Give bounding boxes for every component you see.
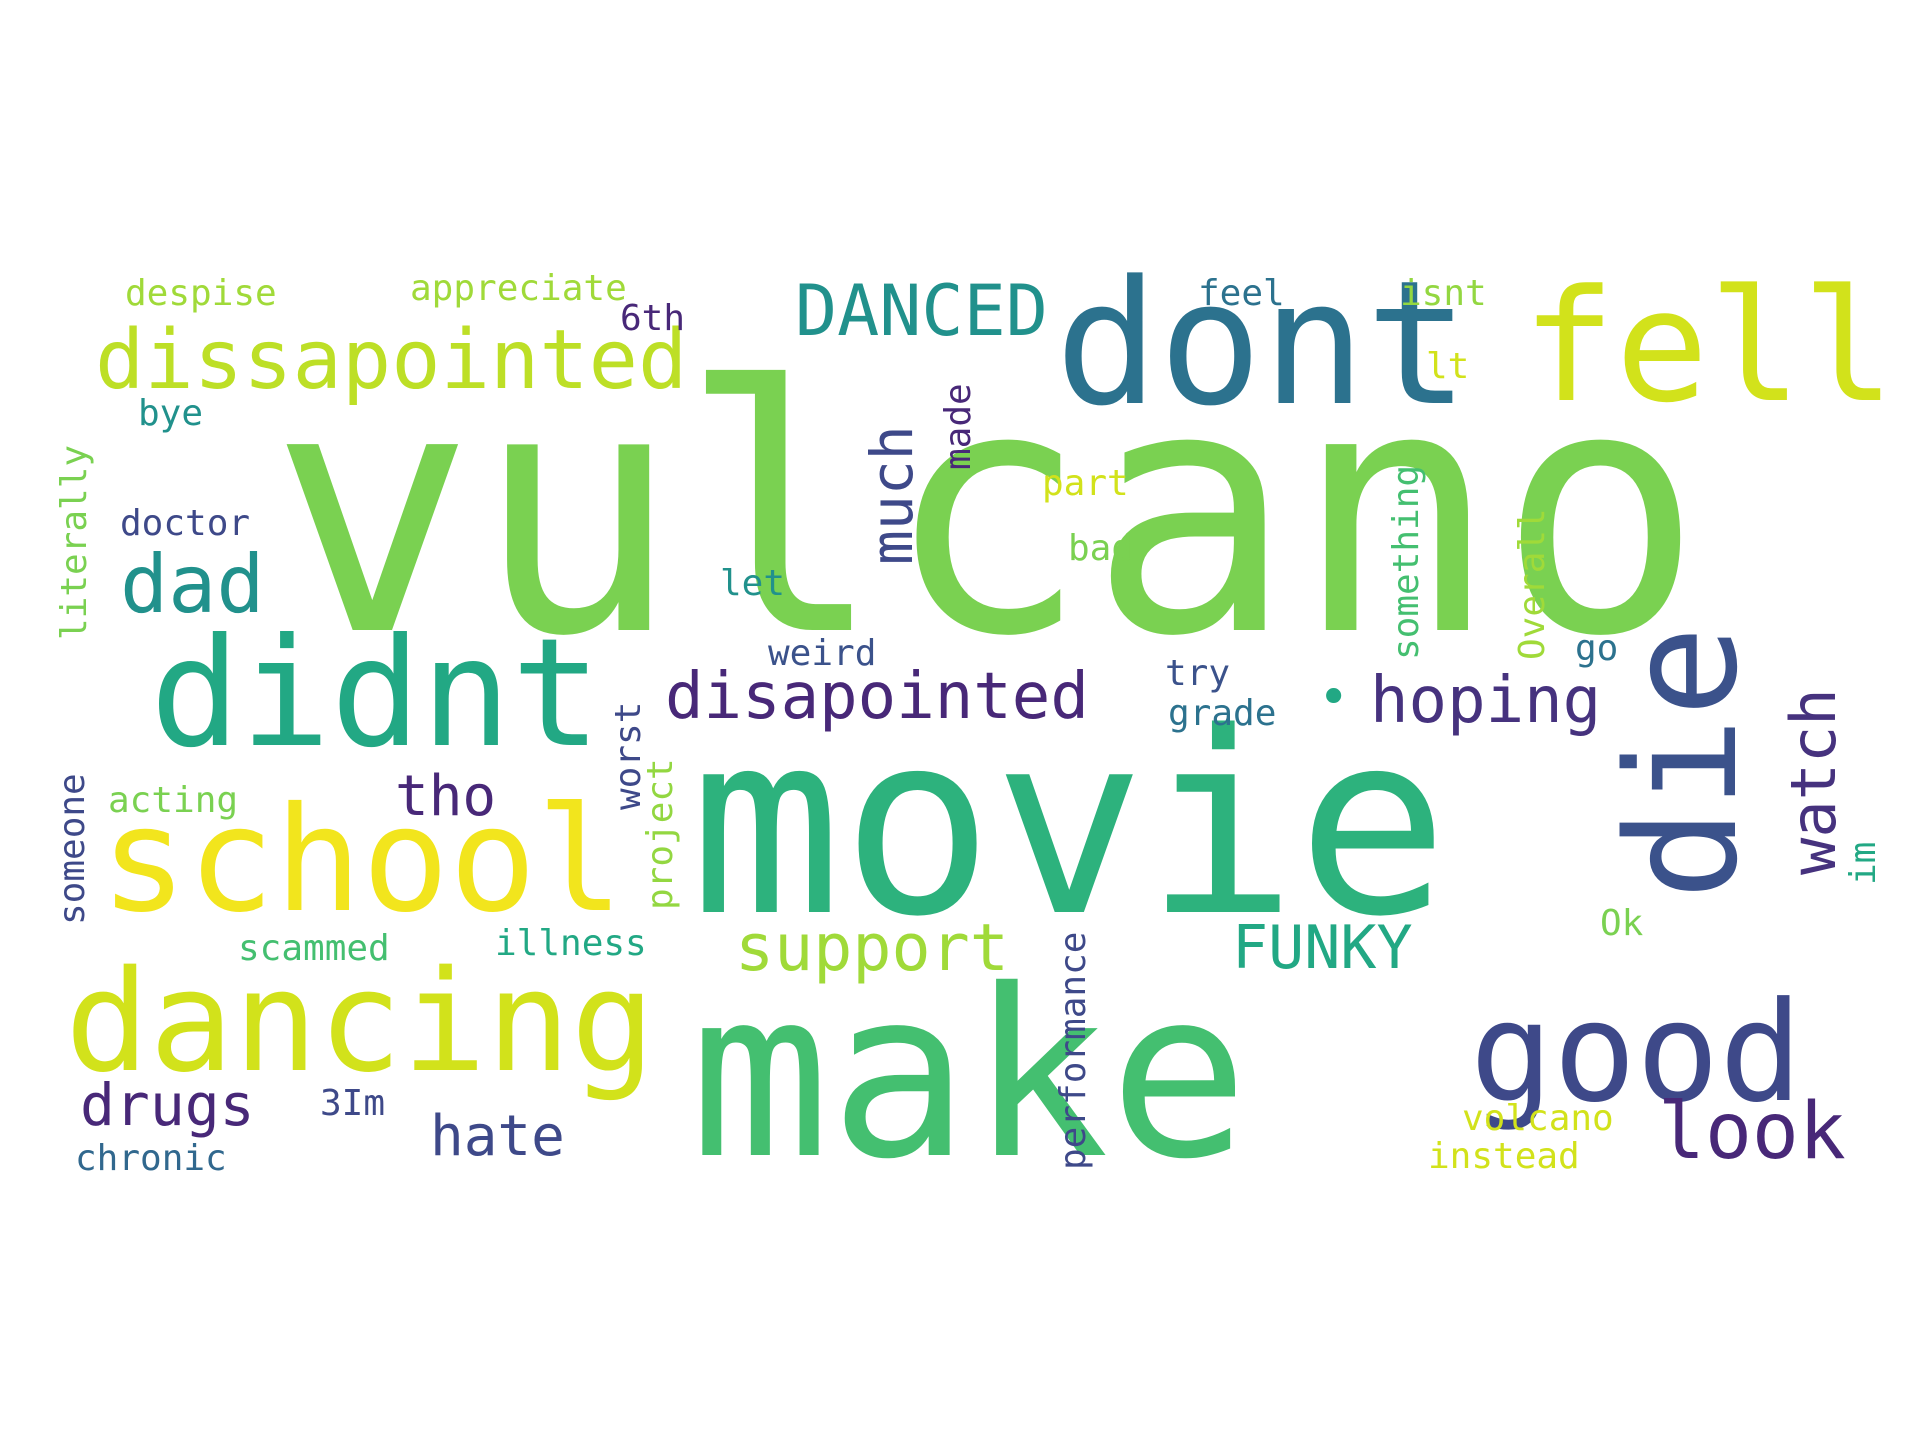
word-appreciate: appreciate [410,268,627,309]
word-chronic: chronic [75,1138,227,1179]
word-school: school [100,776,624,945]
word-dad: dad [120,538,265,631]
word-support: support [735,911,1009,986]
word-part: part [1042,463,1129,504]
word-acting: acting [108,780,238,821]
word-worst: worst [608,702,649,810]
word-bullet: • [1318,668,1349,728]
word-grade: grade [1168,693,1276,734]
word-watch: watch [1777,688,1850,875]
word-im: im [1843,842,1884,885]
word-lt: lt [1426,346,1469,387]
word-despise: despise [125,273,277,314]
word-movie: movie [690,679,1449,972]
word-die: die [1594,625,1771,900]
word-didnt: didnt [150,607,602,781]
word-literally: literally [54,445,95,640]
word-illness: illness [495,923,647,964]
word-someone: someone [52,773,93,925]
word-good: good [1470,972,1802,1133]
word-performance: performance [1053,932,1094,1170]
word-doctor: doctor [120,503,250,544]
word-made: made [938,383,979,470]
word-drugs: drugs [80,1071,255,1139]
word-hate: hate [430,1104,565,1169]
word-funky: FUNKY [1232,913,1413,983]
word-bye: bye [138,393,203,434]
word-bad: bad [1068,528,1133,569]
word-scammed: scammed [238,928,390,969]
word-make: make [690,940,1249,1210]
word-weird: weird [768,633,876,674]
word-6th: 6th [620,298,685,339]
word-ok: Ok [1600,903,1644,944]
word-look: look [1658,1087,1846,1177]
word-3im: 3Im [320,1083,385,1124]
word-danced: DANCED [795,270,1048,352]
word-try: try [1165,653,1230,694]
word-feel: feel [1198,273,1285,314]
word-isnt: isnt [1400,273,1487,314]
word-dancing: dancing [65,941,655,1104]
word-hoping: hoping [1370,664,1601,738]
word-instead: instead [1428,1136,1580,1177]
word-volcano: volcano [1462,1098,1614,1139]
word-let: let [720,563,785,604]
word-project: project [640,758,681,910]
word-go: go [1575,628,1618,669]
word-dissapointed: dissapointed [95,313,687,408]
word-tho: tho [395,764,496,829]
word-something: something [1386,465,1427,660]
word-vulcano: vulcano [270,315,1703,711]
word-fell: fell [1522,256,1895,437]
word-dont: dont [1055,243,1469,444]
word-overall: Overall [1512,508,1553,660]
word-much: much [858,425,926,565]
word-disapointed: disapointed [665,660,1089,734]
